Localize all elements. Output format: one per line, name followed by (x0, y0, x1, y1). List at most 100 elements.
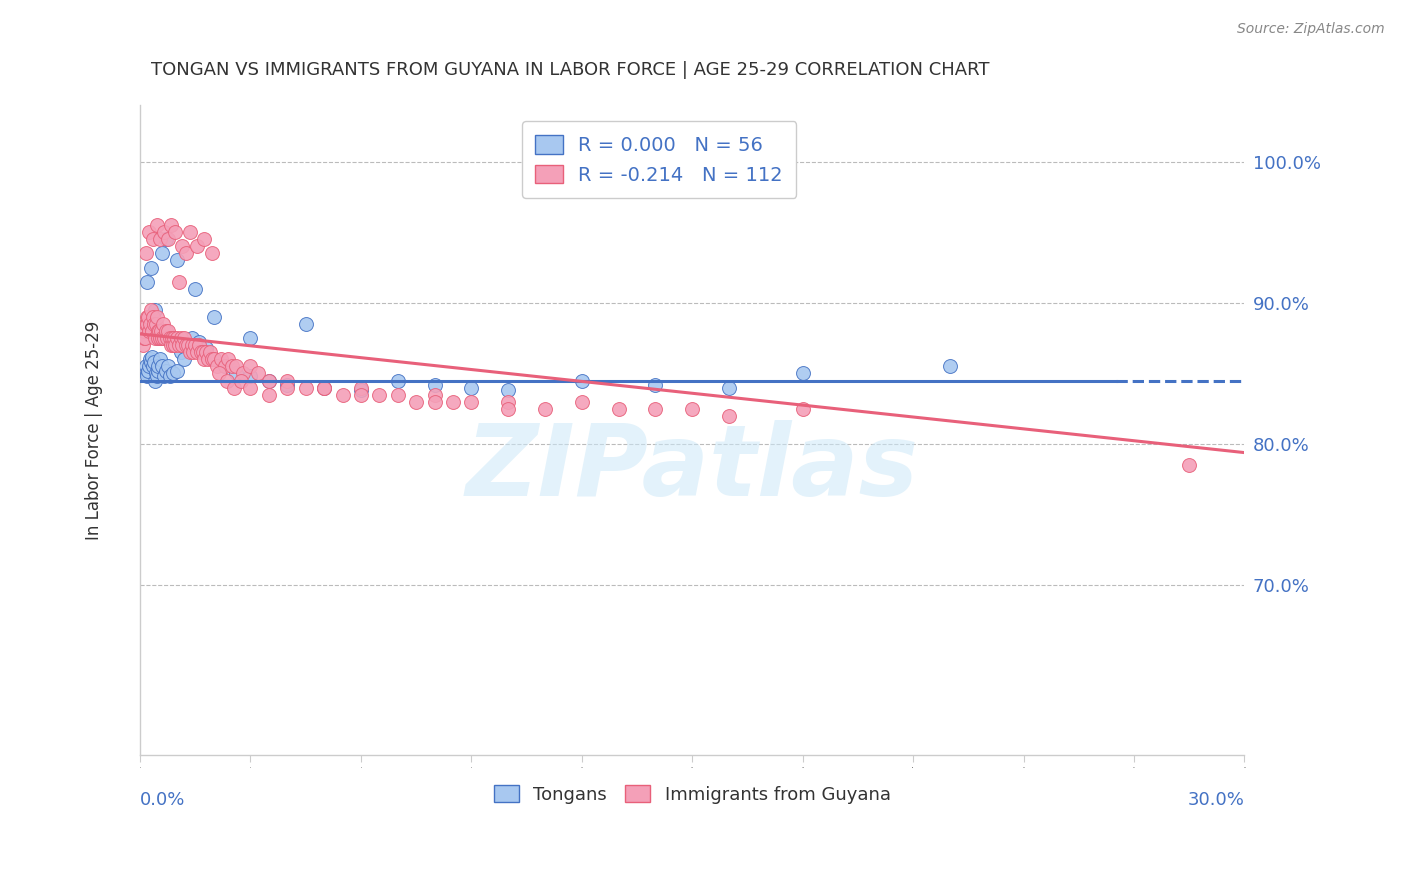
Point (172, 239, 194, 253)
Point (150, 324, 173, 338)
Point (184, 282, 207, 296)
Point (246, 367, 269, 381)
Point (145, 310, 167, 324)
Point (222, 381, 245, 395)
Point (571, 394, 593, 409)
Point (150, 331, 173, 345)
Point (177, 338, 200, 352)
Point (314, 381, 336, 395)
Point (179, 225, 201, 239)
Point (155, 232, 177, 246)
Point (232, 367, 254, 381)
Point (257, 374, 280, 388)
Text: ZIPatlas: ZIPatlas (465, 420, 918, 517)
Point (184, 338, 207, 352)
Point (156, 232, 179, 246)
Point (368, 387, 391, 401)
Point (159, 369, 181, 384)
Point (179, 345, 201, 359)
Point (792, 367, 814, 381)
Point (149, 232, 172, 246)
Point (195, 341, 218, 355)
Point (143, 302, 166, 317)
Point (153, 369, 176, 384)
Point (145, 369, 167, 384)
Point (148, 324, 170, 338)
Point (180, 338, 202, 352)
Point (197, 352, 219, 367)
Point (143, 331, 166, 345)
Point (155, 364, 177, 378)
Point (644, 377, 666, 392)
Point (162, 338, 184, 352)
Point (145, 367, 167, 381)
Point (166, 331, 188, 345)
Point (239, 331, 262, 345)
Point (571, 374, 593, 388)
Point (257, 387, 280, 401)
Point (163, 225, 186, 239)
Point (195, 345, 218, 359)
Point (207, 359, 229, 374)
Point (135, 317, 157, 331)
Point (193, 232, 215, 246)
Point (148, 359, 170, 374)
Point (644, 401, 666, 416)
Point (134, 324, 156, 338)
Point (166, 253, 188, 268)
Point (231, 374, 253, 388)
Point (193, 352, 215, 367)
Point (496, 384, 519, 398)
Point (239, 359, 262, 374)
Point (209, 352, 232, 367)
Point (132, 331, 155, 345)
Point (239, 381, 262, 395)
Point (156, 331, 179, 345)
Point (225, 367, 247, 381)
Text: 30.0%: 30.0% (1188, 790, 1244, 809)
Point (1178, 458, 1201, 473)
Point (939, 359, 962, 374)
Point (141, 350, 163, 364)
Point (332, 387, 354, 401)
Point (135, 367, 157, 381)
Point (156, 359, 179, 374)
Point (152, 317, 174, 331)
Point (169, 331, 191, 345)
Point (141, 324, 163, 338)
Point (143, 317, 166, 331)
Point (136, 275, 159, 289)
Point (157, 324, 180, 338)
Point (460, 381, 482, 395)
Point (163, 331, 186, 345)
Point (143, 374, 166, 388)
Point (145, 317, 167, 331)
Point (681, 401, 703, 416)
Point (186, 239, 208, 253)
Point (132, 338, 155, 352)
Point (217, 352, 239, 367)
Point (146, 324, 169, 338)
Point (180, 331, 202, 345)
Point (162, 367, 184, 381)
Point (159, 338, 181, 352)
Point (135, 310, 157, 324)
Point (172, 338, 194, 352)
Point (202, 310, 225, 324)
Point (134, 331, 156, 345)
Point (138, 324, 160, 338)
Point (167, 338, 190, 352)
Point (257, 374, 280, 388)
Point (496, 401, 519, 416)
Point (138, 225, 160, 239)
Point (135, 359, 157, 374)
Point (214, 359, 236, 374)
Text: Source: ZipAtlas.com: Source: ZipAtlas.com (1237, 22, 1385, 37)
Point (165, 338, 187, 352)
Point (159, 331, 181, 345)
Text: TONGAN VS IMMIGRANTS FROM GUYANA IN LABOR FORCE | AGE 25-29 CORRELATION CHART: TONGAN VS IMMIGRANTS FROM GUYANA IN LABO… (150, 61, 990, 79)
Point (294, 381, 316, 395)
Point (423, 394, 446, 409)
Point (405, 394, 427, 409)
Point (190, 345, 212, 359)
